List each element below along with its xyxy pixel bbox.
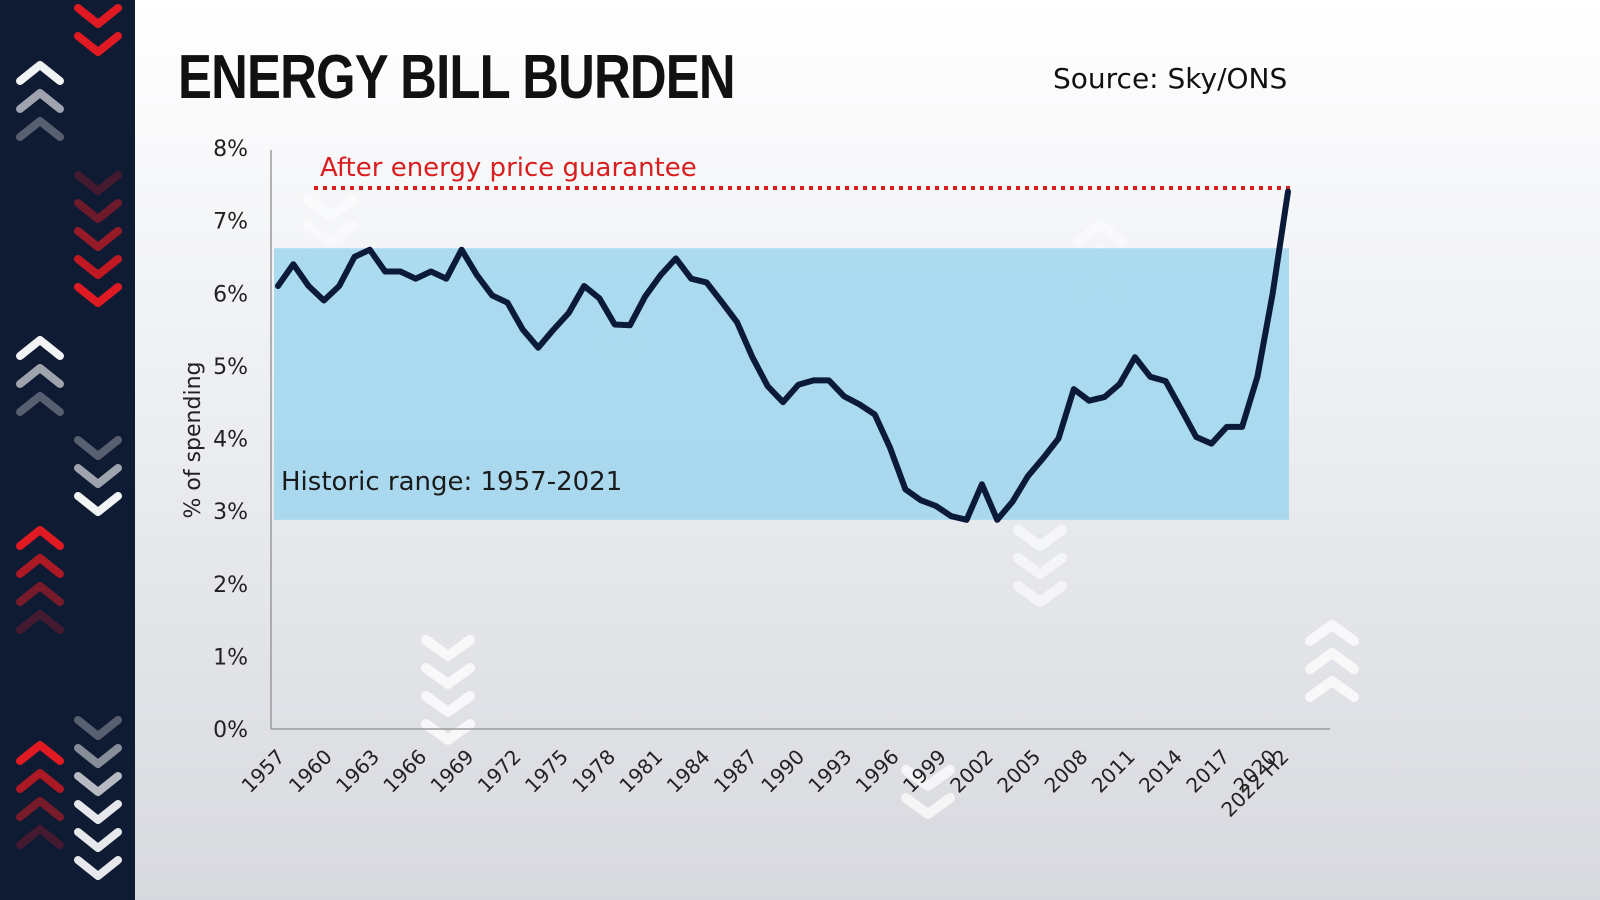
chevron-down-icon (74, 4, 122, 28)
x-tick-label: 1978 (567, 745, 620, 798)
chevron-down-icon (1013, 581, 1067, 607)
series-line (275, 188, 1291, 523)
chevron-down-icon (74, 436, 122, 460)
chevron-down-icon (421, 719, 475, 745)
x-tick-label: 2008 (1040, 745, 1093, 798)
y-tick-label: 1% (213, 645, 248, 670)
y-tick-label: 5% (213, 355, 248, 380)
chevron-up-icon (16, 61, 64, 85)
chevron-up-icon (16, 526, 64, 550)
historic-range-label: Historic range: 1957-2021 (281, 467, 622, 497)
chevron-up-icon (16, 392, 64, 416)
x-tick-label: 1993 (803, 745, 856, 798)
y-axis-label: % of spending (181, 362, 206, 519)
y-tick-label: 8% (213, 137, 248, 162)
chevron-up-icon (16, 825, 64, 849)
x-tick-label: 1987 (709, 745, 762, 798)
chevron-down-icon (901, 765, 955, 791)
page-title: ENERGY BILL BURDEN (178, 43, 736, 112)
x-tick-label: 1966 (378, 745, 431, 798)
price-guarantee-label: After energy price guarantee (320, 153, 697, 183)
chevron-down-icon (74, 828, 122, 852)
chevron-down-icon (74, 199, 122, 223)
x-tick-label: 1963 (331, 745, 384, 798)
chevron-up-icon (16, 89, 64, 113)
x-tick-label: 1969 (426, 745, 479, 798)
chevron-pattern-icon (16, 4, 122, 880)
chevron-down-icon (303, 195, 357, 221)
chevron-up-icon (1305, 648, 1359, 674)
y-tick-label: 2% (213, 573, 248, 598)
y-tick-label: 7% (213, 210, 248, 235)
chevron-down-icon (74, 171, 122, 195)
y-tick-label: 6% (213, 282, 248, 307)
chevron-down-icon (421, 663, 475, 689)
x-tick-label: 1981 (614, 745, 667, 798)
chevron-up-icon (16, 769, 64, 793)
chevron-up-icon (16, 336, 64, 360)
chevron-down-icon (421, 691, 475, 717)
chevron-up-icon (16, 797, 64, 821)
x-tick-labels: 1957196019631966196919721975197819811984… (237, 745, 1294, 822)
x-tick-label: 2005 (992, 745, 1045, 798)
decorative-sidebar (0, 0, 135, 900)
chevron-up-icon (16, 582, 64, 606)
chevron-up-icon (16, 364, 64, 388)
y-tick-label: 3% (213, 500, 248, 525)
x-tick-label: 1984 (662, 745, 715, 798)
x-tick-label: 2017 (1181, 745, 1234, 798)
chevron-up-icon (16, 554, 64, 578)
x-tick-label: 2011 (1087, 745, 1140, 798)
chevron-up-icon (16, 117, 64, 141)
chevron-down-icon (74, 227, 122, 251)
y-tick-labels: 0% 1% 2% 3% 4% 5% 6% 7% 8% (213, 137, 248, 743)
chevron-down-icon (303, 221, 357, 247)
y-tick-label: 0% (213, 718, 248, 743)
chevron-down-icon (901, 793, 955, 819)
x-tick-label: 2014 (1134, 745, 1187, 798)
chevron-down-icon (421, 635, 475, 661)
x-tick-label: 1990 (756, 745, 809, 798)
chevron-up-icon (1073, 220, 1127, 246)
chevron-up-icon (16, 610, 64, 634)
chevron-down-icon (74, 492, 122, 516)
source-label: Source: Sky/ONS (1053, 62, 1288, 95)
chevron-up-icon (1305, 676, 1359, 702)
chevron-down-icon (74, 744, 122, 768)
chevron-up-icon (16, 741, 64, 765)
chevron-down-icon (1013, 525, 1067, 551)
chevron-down-icon (74, 464, 122, 488)
x-tick-label: 1996 (851, 745, 904, 798)
y-tick-label: 4% (213, 428, 248, 453)
chevron-down-icon (74, 32, 122, 56)
chevron-down-icon (74, 283, 122, 307)
x-tick-label: 1957 (237, 745, 290, 798)
chevron-down-icon (74, 255, 122, 279)
x-tick-label: 1972 (473, 745, 526, 798)
chevron-down-icon (74, 800, 122, 824)
chevron-up-icon (1305, 620, 1359, 646)
chevron-down-icon (74, 716, 122, 740)
chevron-down-icon (1013, 553, 1067, 579)
chevron-down-icon (74, 772, 122, 796)
x-tick-label: 1960 (284, 745, 337, 798)
chevron-down-icon (74, 856, 122, 880)
x-tick-label: 1975 (520, 745, 573, 798)
